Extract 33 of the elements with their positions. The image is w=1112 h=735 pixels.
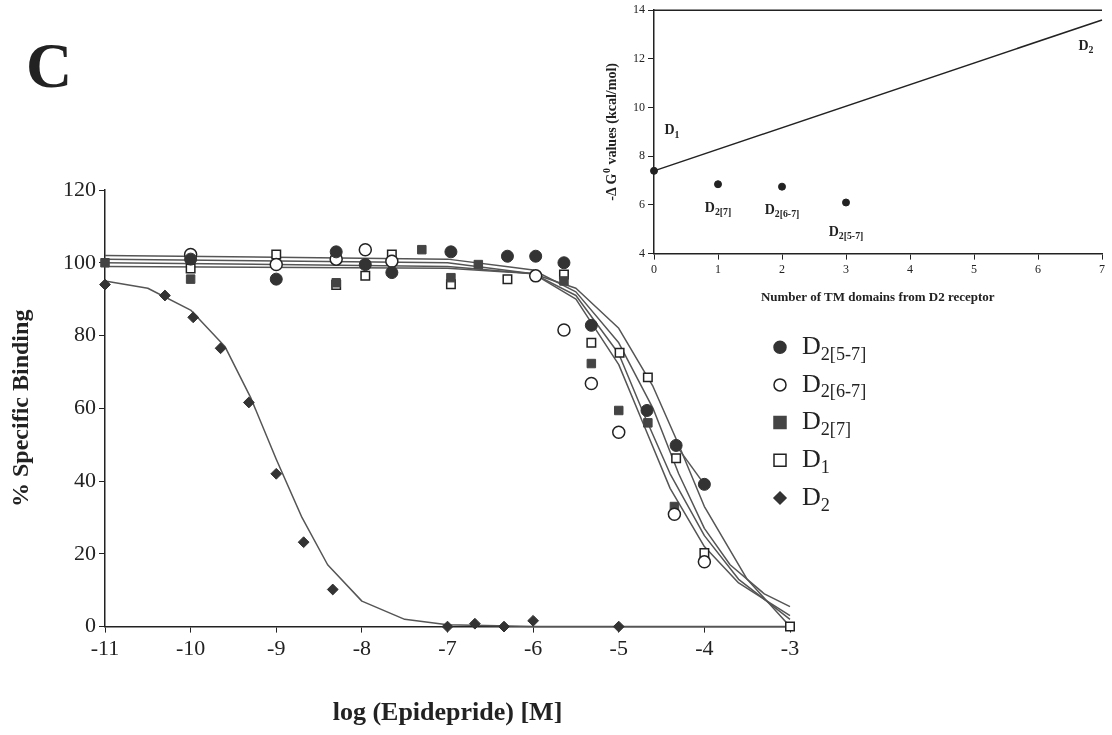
- y-tick-label: 20: [74, 539, 96, 565]
- x-tick-label: 7: [1099, 261, 1105, 276]
- x-tick-label: -4: [695, 634, 714, 660]
- y-tick-label: 8: [639, 148, 645, 163]
- y-tick-label: 14: [633, 2, 645, 17]
- x-tick-label: -5: [609, 634, 628, 660]
- y-axis-title: % Specific Binding: [6, 309, 33, 507]
- y-tick-label: 40: [74, 466, 96, 492]
- y-tick-label: 60: [74, 394, 96, 420]
- x-tick-label: 3: [843, 261, 849, 276]
- x-tick-label: 5: [971, 261, 977, 276]
- x-tick-label: -3: [780, 634, 800, 660]
- y-axis-title: -Δ G0 values (kcal/mol): [600, 62, 621, 201]
- text: C: [26, 29, 73, 101]
- x-axis-title: Number of TM domains from D2 receptor: [760, 289, 995, 305]
- y-tick-label: 6: [639, 197, 645, 212]
- x-axis-title: log (Epidepride) [M]: [332, 696, 563, 726]
- y-tick-label: 10: [633, 99, 645, 114]
- x-tick-label: 6: [1035, 261, 1041, 276]
- x-tick-label: 4: [907, 261, 913, 276]
- x-tick-label: -7: [438, 634, 457, 660]
- y-tick-label: 120: [63, 175, 96, 201]
- x-tick-label: 2: [779, 261, 785, 276]
- x-tick-label: -10: [175, 634, 206, 660]
- x-tick-label: -6: [523, 634, 543, 660]
- y-tick-label: 80: [74, 321, 96, 347]
- x-tick-label: 1: [715, 261, 721, 276]
- x-tick-label: -9: [267, 634, 286, 660]
- x-tick-label: -8: [352, 634, 372, 660]
- x-tick-label: 0: [651, 261, 657, 276]
- y-tick-label: 12: [633, 51, 645, 66]
- y-tick-label: 100: [63, 248, 96, 274]
- y-tick-label: 4: [639, 245, 645, 260]
